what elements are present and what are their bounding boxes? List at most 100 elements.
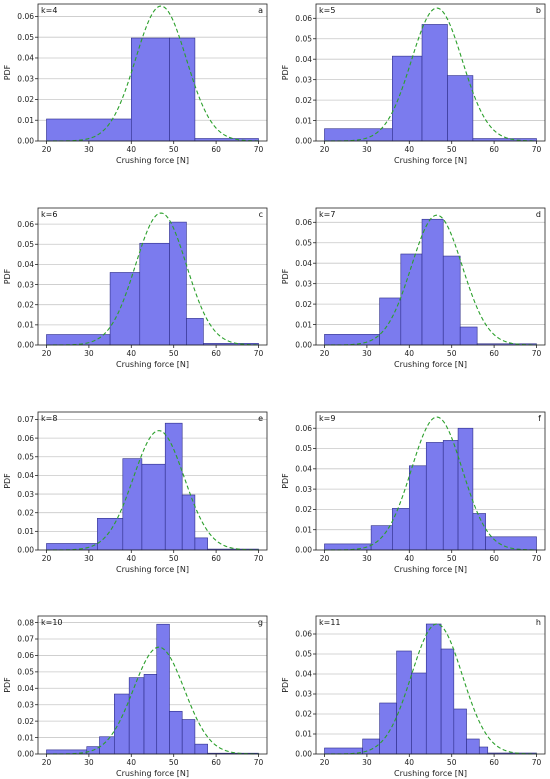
y-tick-label: 0.02 <box>17 717 34 726</box>
y-tick-label: 0.00 <box>17 341 34 350</box>
x-tick-label: 60 <box>211 349 221 358</box>
x-tick-label: 70 <box>532 758 542 767</box>
y-tick-label: 0.06 <box>17 220 34 229</box>
y-tick-label: 0.02 <box>295 710 312 719</box>
histogram-bar <box>122 458 143 551</box>
histogram-bar <box>181 719 196 755</box>
y-tick-label: 0.05 <box>17 668 34 677</box>
y-axis-label: PDF <box>281 677 290 693</box>
y-tick-label: 0.07 <box>17 415 34 424</box>
y-tick-label: 0.00 <box>17 546 34 555</box>
histogram-bar <box>128 677 145 755</box>
histogram-bar <box>440 648 455 755</box>
y-tick-label: 0.05 <box>295 650 312 659</box>
x-tick-label: 70 <box>532 145 542 154</box>
axes-frame <box>315 615 546 755</box>
y-tick-label: 0.03 <box>295 690 312 699</box>
y-tick-label: 0.01 <box>295 730 312 739</box>
histogram-bar <box>478 746 489 755</box>
histogram-bar <box>421 24 448 142</box>
histogram-bar <box>442 255 461 346</box>
y-tick-label: 0.06 <box>17 12 34 21</box>
histogram-bar <box>459 326 478 346</box>
histogram-bar <box>425 623 442 755</box>
k-annotation: k=7 <box>319 210 335 219</box>
histogram-bar <box>392 55 423 142</box>
histogram-bar <box>425 442 444 551</box>
histogram-panel-b: 20 30 40 50 60 70 0.00 0.01 0.02 0.03 0.04 0.05 0.06… <box>281 3 546 165</box>
y-tick-label: 0.02 <box>295 505 312 514</box>
y-tick-label: 0.01 <box>295 525 312 534</box>
y-tick-label: 0.02 <box>17 508 34 517</box>
y-tick-label: 0.03 <box>17 700 34 709</box>
fitted-pdf-curve <box>324 214 537 346</box>
x-tick-label: 60 <box>211 145 221 154</box>
x-tick-label: 70 <box>532 554 542 563</box>
y-tick-label: 0.01 <box>17 527 34 536</box>
y-tick-label: 0.02 <box>17 300 34 309</box>
x-axis-label: Crushing force [N] <box>116 156 189 165</box>
histogram-bar <box>324 543 372 551</box>
x-tick-label: 50 <box>447 758 457 767</box>
y-tick-label: 0.05 <box>295 444 312 453</box>
histogram-bar <box>324 128 393 142</box>
k-annotation: k=4 <box>41 6 57 15</box>
y-tick-label: 0.01 <box>17 116 34 125</box>
x-tick-label: 60 <box>211 758 221 767</box>
y-axis-label: PDF <box>281 268 290 284</box>
histogram-bar <box>46 118 132 142</box>
x-tick-label: 40 <box>127 349 137 358</box>
y-tick-label: 0.04 <box>17 260 34 269</box>
y-tick-label: 0.05 <box>17 240 34 249</box>
y-tick-label: 0.03 <box>17 280 34 289</box>
y-tick-label: 0.06 <box>295 218 312 227</box>
axes-frame <box>37 207 268 346</box>
histogram-bar <box>46 543 98 551</box>
x-tick-label: 70 <box>254 758 264 767</box>
y-axis-label: PDF <box>3 64 12 80</box>
y-tick-label: 0.02 <box>295 300 312 309</box>
y-tick-label: 0.04 <box>17 471 34 480</box>
histogram-bar <box>453 708 467 755</box>
x-tick-label: 20 <box>42 145 52 154</box>
x-tick-label: 50 <box>169 145 179 154</box>
x-axis-label: Crushing force [N] <box>116 360 189 369</box>
x-tick-label: 60 <box>211 554 221 563</box>
histogram-bar <box>46 334 111 346</box>
y-tick-label: 0.06 <box>295 424 312 433</box>
histogram-bar <box>194 743 208 755</box>
histogram-bar <box>164 422 183 551</box>
histogram-bar <box>169 37 196 142</box>
y-tick-label: 0.07 <box>17 635 34 644</box>
histogram-panel-g: 20 30 40 50 60 70 0.00 0.01 0.02 0.03 0.04 0.05 0.06… <box>3 615 268 778</box>
fitted-pdf-curve <box>324 623 537 755</box>
histogram-bar <box>109 272 141 346</box>
x-tick-label: 50 <box>447 145 457 154</box>
histogram-bar <box>408 465 427 551</box>
histogram-bar <box>421 218 444 346</box>
y-tick-label: 0.00 <box>295 137 312 146</box>
x-tick-label: 30 <box>84 145 94 154</box>
x-tick-label: 70 <box>254 554 264 563</box>
y-tick-label: 0.04 <box>295 259 312 268</box>
y-tick-label: 0.06 <box>17 651 34 660</box>
x-tick-label: 60 <box>489 758 499 767</box>
panel-letter: f <box>538 414 541 423</box>
histogram-panel-e: 20 30 40 50 60 70 0.00 0.01 0.02 0.03 0.04 0.05 0.06… <box>3 411 268 574</box>
y-tick-label: 0.03 <box>17 490 34 499</box>
histogram-bar <box>139 242 170 346</box>
x-tick-label: 20 <box>320 554 330 563</box>
k-annotation: k=5 <box>319 6 335 15</box>
y-axis-label: PDF <box>3 677 12 693</box>
x-tick-label: 30 <box>84 758 94 767</box>
x-axis-label: Crushing force [N] <box>394 156 467 165</box>
panel-letter: a <box>258 6 263 15</box>
histogram-bar <box>442 440 459 551</box>
panel-letter: g <box>258 618 263 627</box>
x-tick-label: 20 <box>42 554 52 563</box>
fitted-pdf-curve <box>324 7 537 142</box>
x-axis-label: Crushing force [N] <box>116 769 189 778</box>
panel-letter: e <box>258 414 263 423</box>
axes-frame <box>37 3 268 142</box>
